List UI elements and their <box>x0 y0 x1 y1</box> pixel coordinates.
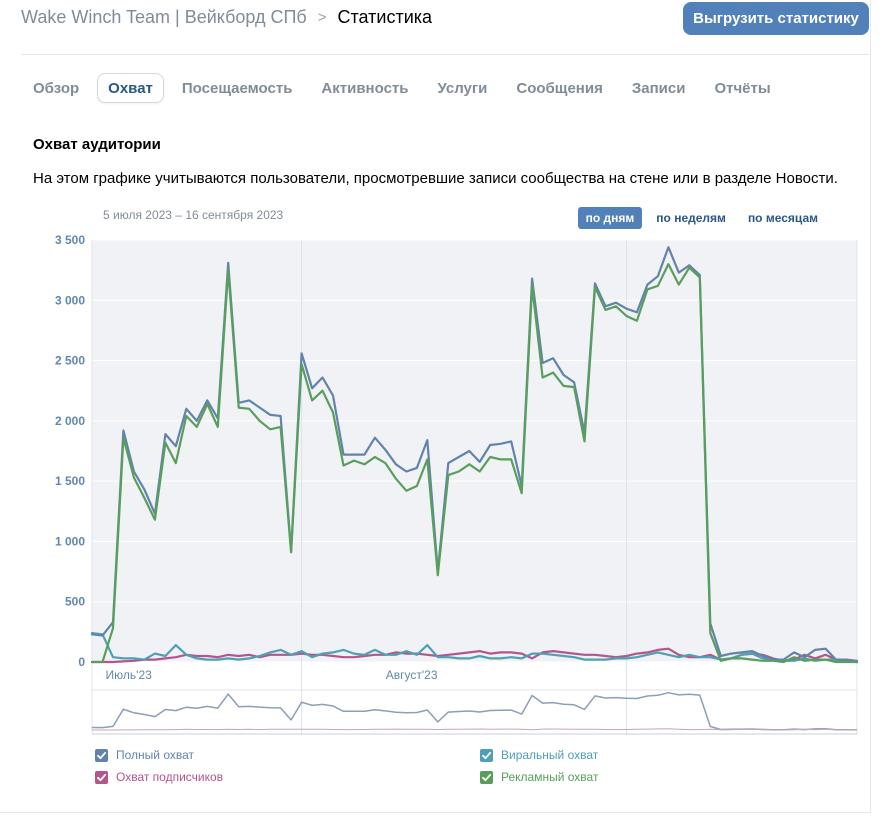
date-range-label[interactable]: 5 июля 2023 – 16 сентября 2023 <box>103 208 284 222</box>
section-description: На этом графике учитываются пользователи… <box>33 170 838 187</box>
navigator-line-subscribers <box>92 728 858 731</box>
tab-reach[interactable]: Охват <box>97 73 164 103</box>
breadcrumb-community-link[interactable]: Wake Winch Team | Вейкборд СПб <box>21 7 307 27</box>
y-tick-label: 1 000 <box>55 534 85 548</box>
legend-label: Виральный охват <box>501 748 599 762</box>
page-header: Wake Winch Team | Вейкборд СПб > Статистик… <box>21 0 869 55</box>
legend-label: Полный охват <box>116 748 195 762</box>
stats-card: Wake Winch Team | Вейкборд СПб > Статистик… <box>0 0 871 813</box>
checkbox-checked-icon <box>95 770 108 784</box>
tab-traffic[interactable]: Посещаемость <box>181 80 293 97</box>
export-statistics-button[interactable]: Выгрузить статистику <box>683 2 869 35</box>
checkbox-checked-icon <box>480 748 493 762</box>
period-monthly-button[interactable]: по месяцам <box>747 211 818 225</box>
legend-label: Рекламный охват <box>501 770 599 784</box>
tab-posts[interactable]: Записи <box>631 80 686 97</box>
period-weekly-button[interactable]: по неделям <box>656 211 726 225</box>
legend-item-total-reach[interactable]: Полный охват <box>95 748 194 762</box>
period-daily-button[interactable]: по дням <box>577 207 643 229</box>
stats-tabs: Обзор Охват Посещаемость Активность Услу… <box>22 72 789 104</box>
legend-item-subscriber-reach[interactable]: Охват подписчиков <box>95 770 223 784</box>
checkbox-checked-icon <box>480 770 493 784</box>
tab-reports[interactable]: Отчёты <box>714 80 771 97</box>
period-switcher: по дням по неделям по месяцам <box>572 207 826 229</box>
series-line-3 <box>90 262 859 664</box>
chart-legend: Полный охват Виральный охват Охват подпи… <box>0 744 870 794</box>
y-tick-label: 2 000 <box>55 414 85 428</box>
checkbox-checked-icon <box>95 748 108 762</box>
y-tick-label: 500 <box>65 595 85 609</box>
y-tick-label: 3 000 <box>55 293 85 307</box>
chevron-right-icon: > <box>317 9 327 26</box>
y-tick-label: 2 500 <box>55 354 85 368</box>
y-tick-label: 0 <box>78 655 85 669</box>
page-title: Статистика <box>337 7 433 27</box>
tab-activity[interactable]: Активность <box>321 80 409 97</box>
y-tick-label: 1 500 <box>55 474 85 488</box>
x-tick-label: Август'23 <box>386 668 438 682</box>
legend-item-ad-reach[interactable]: Рекламный охват <box>480 770 598 784</box>
reach-chart: 0 500 1 000 1 500 2 000 2 500 3 000 3 500 Июль'2… <box>55 233 859 735</box>
navigator-line <box>91 691 858 731</box>
plot-background <box>92 240 857 662</box>
legend-label: Охват подписчиков <box>116 770 224 784</box>
x-tick-label: Июль'23 <box>106 668 153 682</box>
legend-item-viral-reach[interactable]: Виральный охват <box>480 748 598 762</box>
tab-messages[interactable]: Сообщения <box>516 80 603 97</box>
tab-overview[interactable]: Обзор <box>33 80 80 97</box>
breadcrumb: Wake Winch Team | Вейкборд СПб > Статистик… <box>21 7 432 28</box>
section-title: Охват аудитории <box>33 136 161 153</box>
y-tick-label: 3 500 <box>55 233 85 247</box>
tab-services[interactable]: Услуги <box>437 80 488 97</box>
